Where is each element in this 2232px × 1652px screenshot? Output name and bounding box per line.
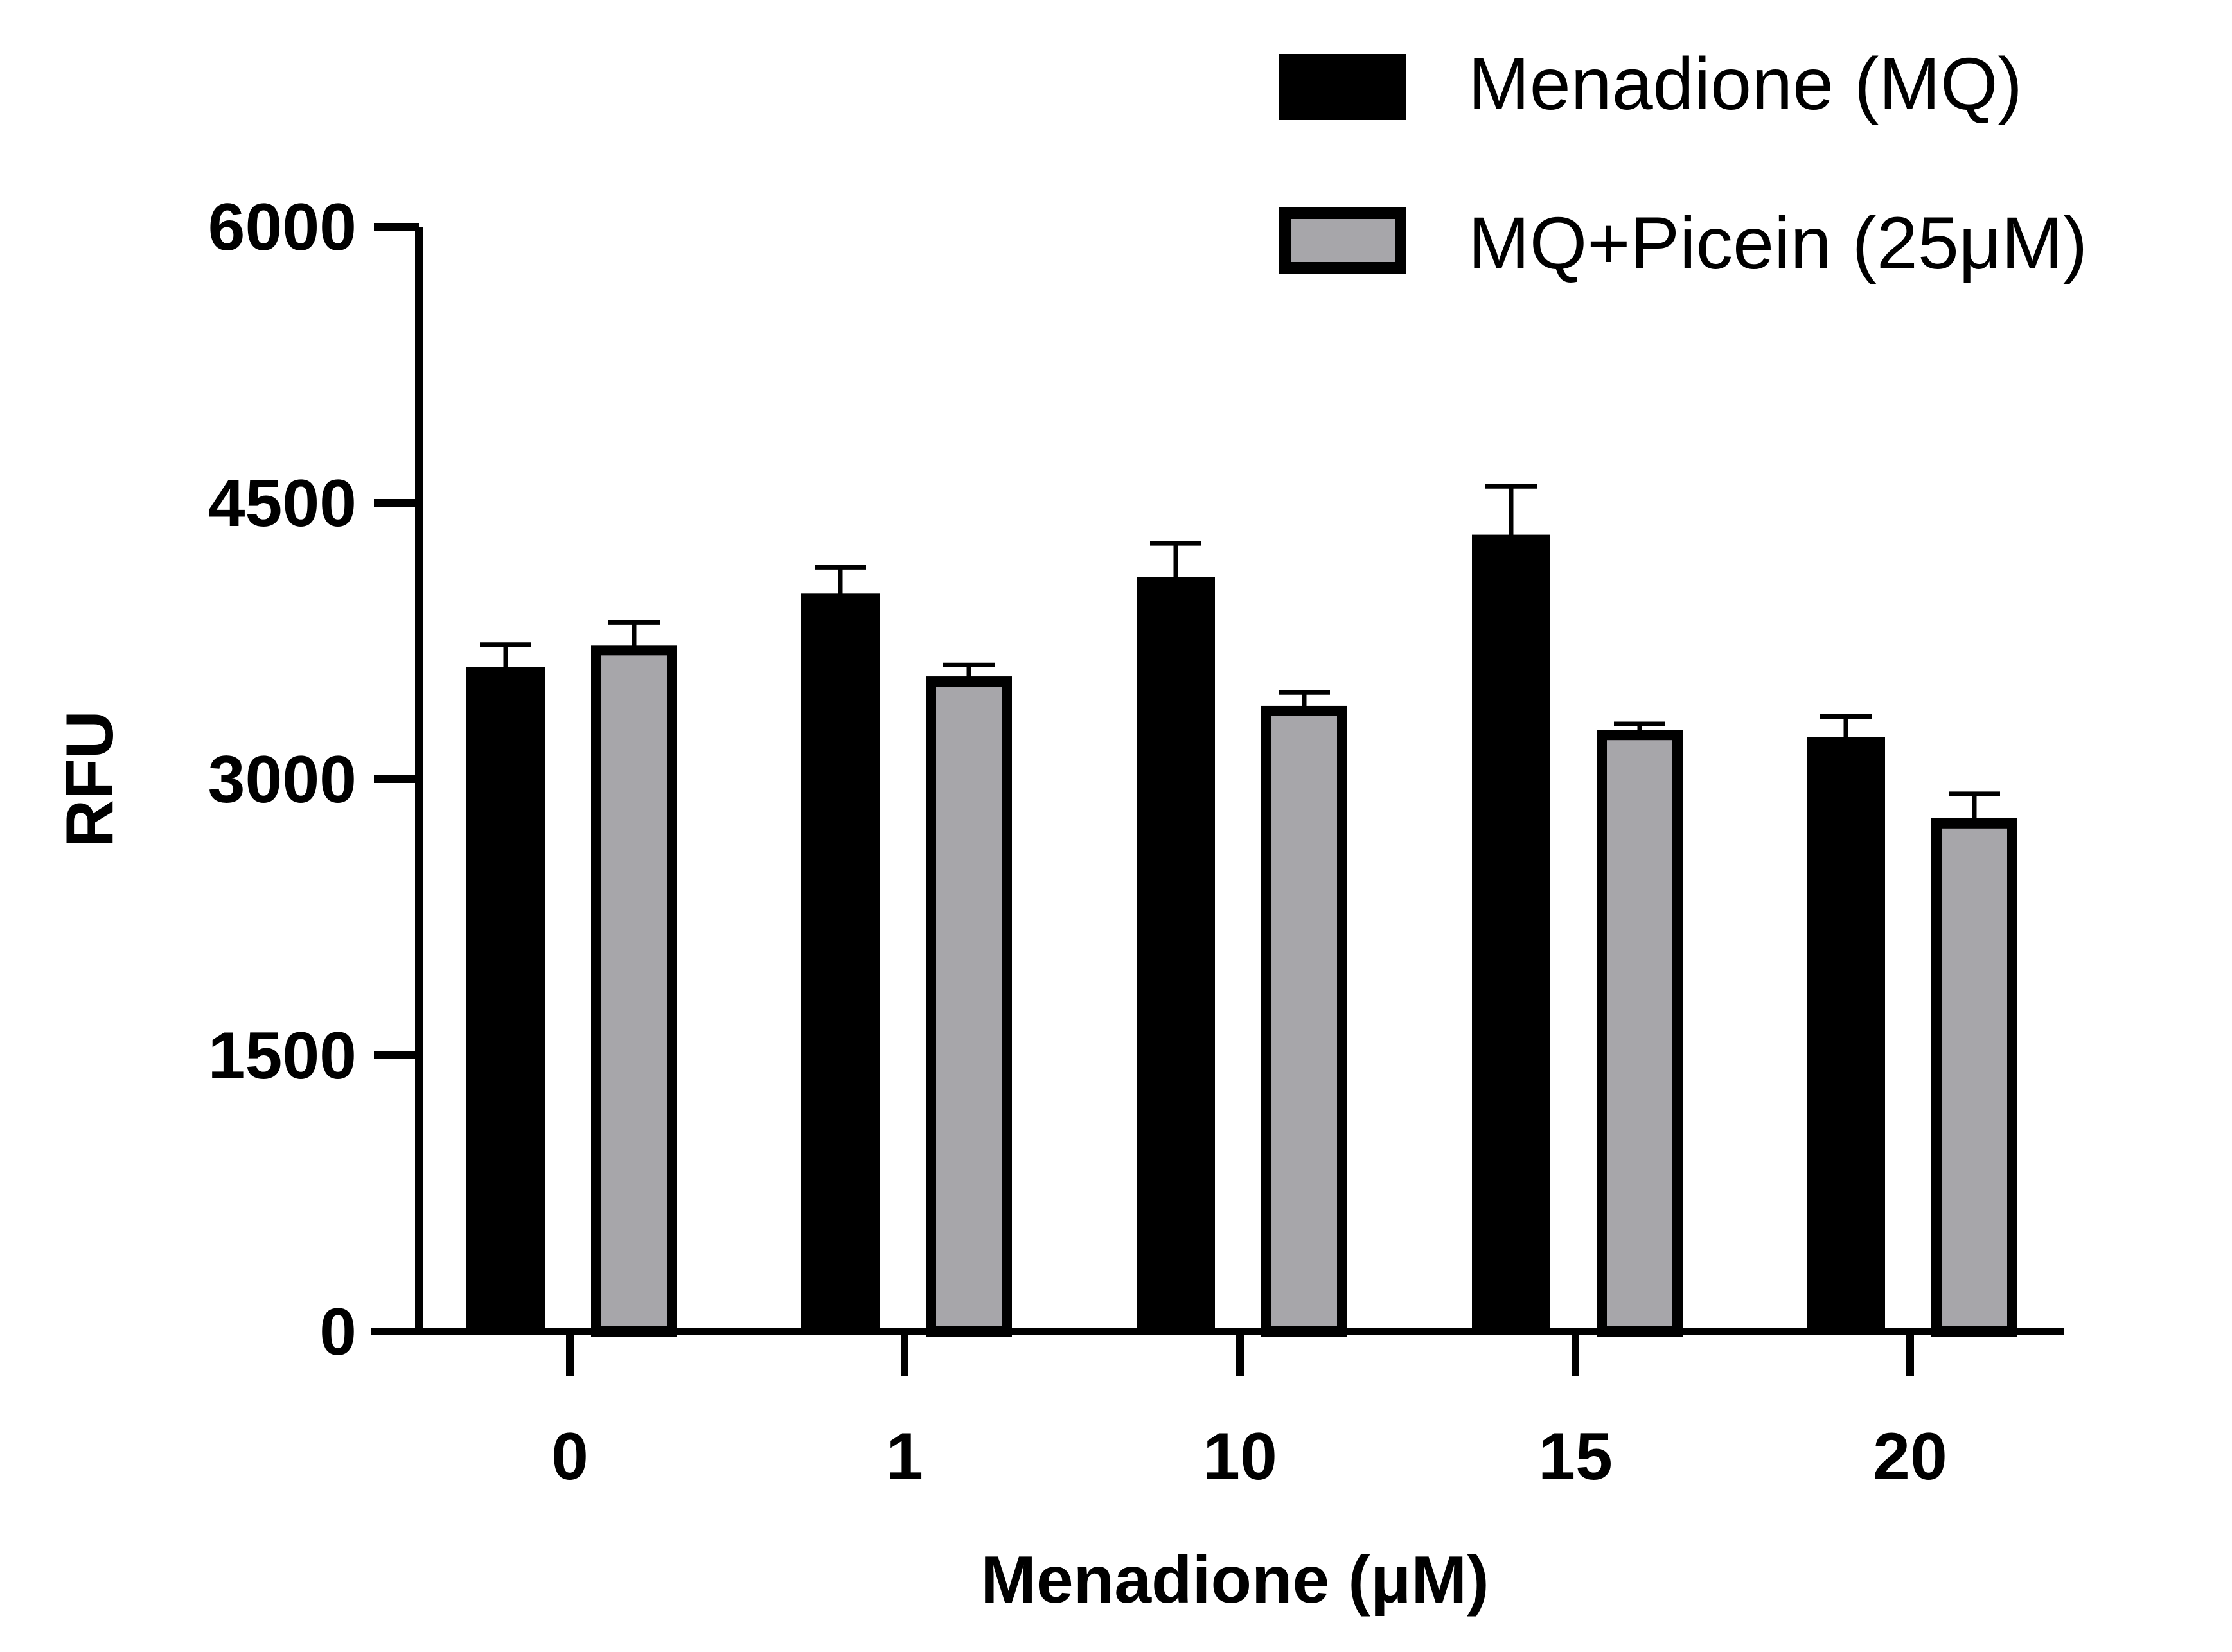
error-bars-layer <box>480 484 2000 823</box>
x-tick-label-20: 20 <box>1873 1419 1947 1494</box>
bar-series1-cat-20 <box>1931 818 2017 1337</box>
y-tick-label-1500: 1500 <box>208 1019 357 1093</box>
bar-series0-cat-10 <box>1137 577 1215 1333</box>
bar-series1-cat-10 <box>1261 705 1347 1337</box>
y-tick-label-4500: 4500 <box>208 466 357 541</box>
x-axis-title: Menadione (μM) <box>980 1543 1489 1617</box>
x-tick-label-15: 15 <box>1538 1419 1613 1494</box>
y-tick-label-0: 0 <box>319 1295 357 1369</box>
bars-layer <box>466 534 2017 1337</box>
legend: Menadione (MQ) MQ+Picein (25μM) <box>1279 43 2087 285</box>
bar-series0-cat-20 <box>1807 737 1885 1333</box>
x-tick-label-0: 0 <box>551 1419 589 1494</box>
bar-series0-cat-0 <box>466 667 545 1333</box>
legend-swatch-menadione <box>1279 54 1406 120</box>
legend-swatch-picein <box>1279 207 1406 274</box>
bar-series1-cat-1 <box>926 676 1012 1337</box>
bar-series1-cat-0 <box>591 645 677 1337</box>
legend-label-menadione: Menadione (MQ) <box>1468 43 2023 125</box>
legend-label-picein: MQ+Picein (25μM) <box>1468 202 2087 285</box>
y-axis-title: RFU <box>53 710 127 848</box>
bar-series0-cat-15 <box>1472 534 1550 1333</box>
x-tick-label-1: 1 <box>886 1419 923 1494</box>
y-tick-label-3000: 3000 <box>208 743 357 817</box>
bar-series0-cat-1 <box>801 593 880 1333</box>
ticks-layer: 0 1500 3000 4500 6000 0 1 10 15 20 <box>208 190 1947 1494</box>
x-tick-label-10: 10 <box>1203 1419 1277 1494</box>
bar-series1-cat-15 <box>1597 730 1683 1337</box>
y-tick-label-6000: 6000 <box>208 190 357 265</box>
